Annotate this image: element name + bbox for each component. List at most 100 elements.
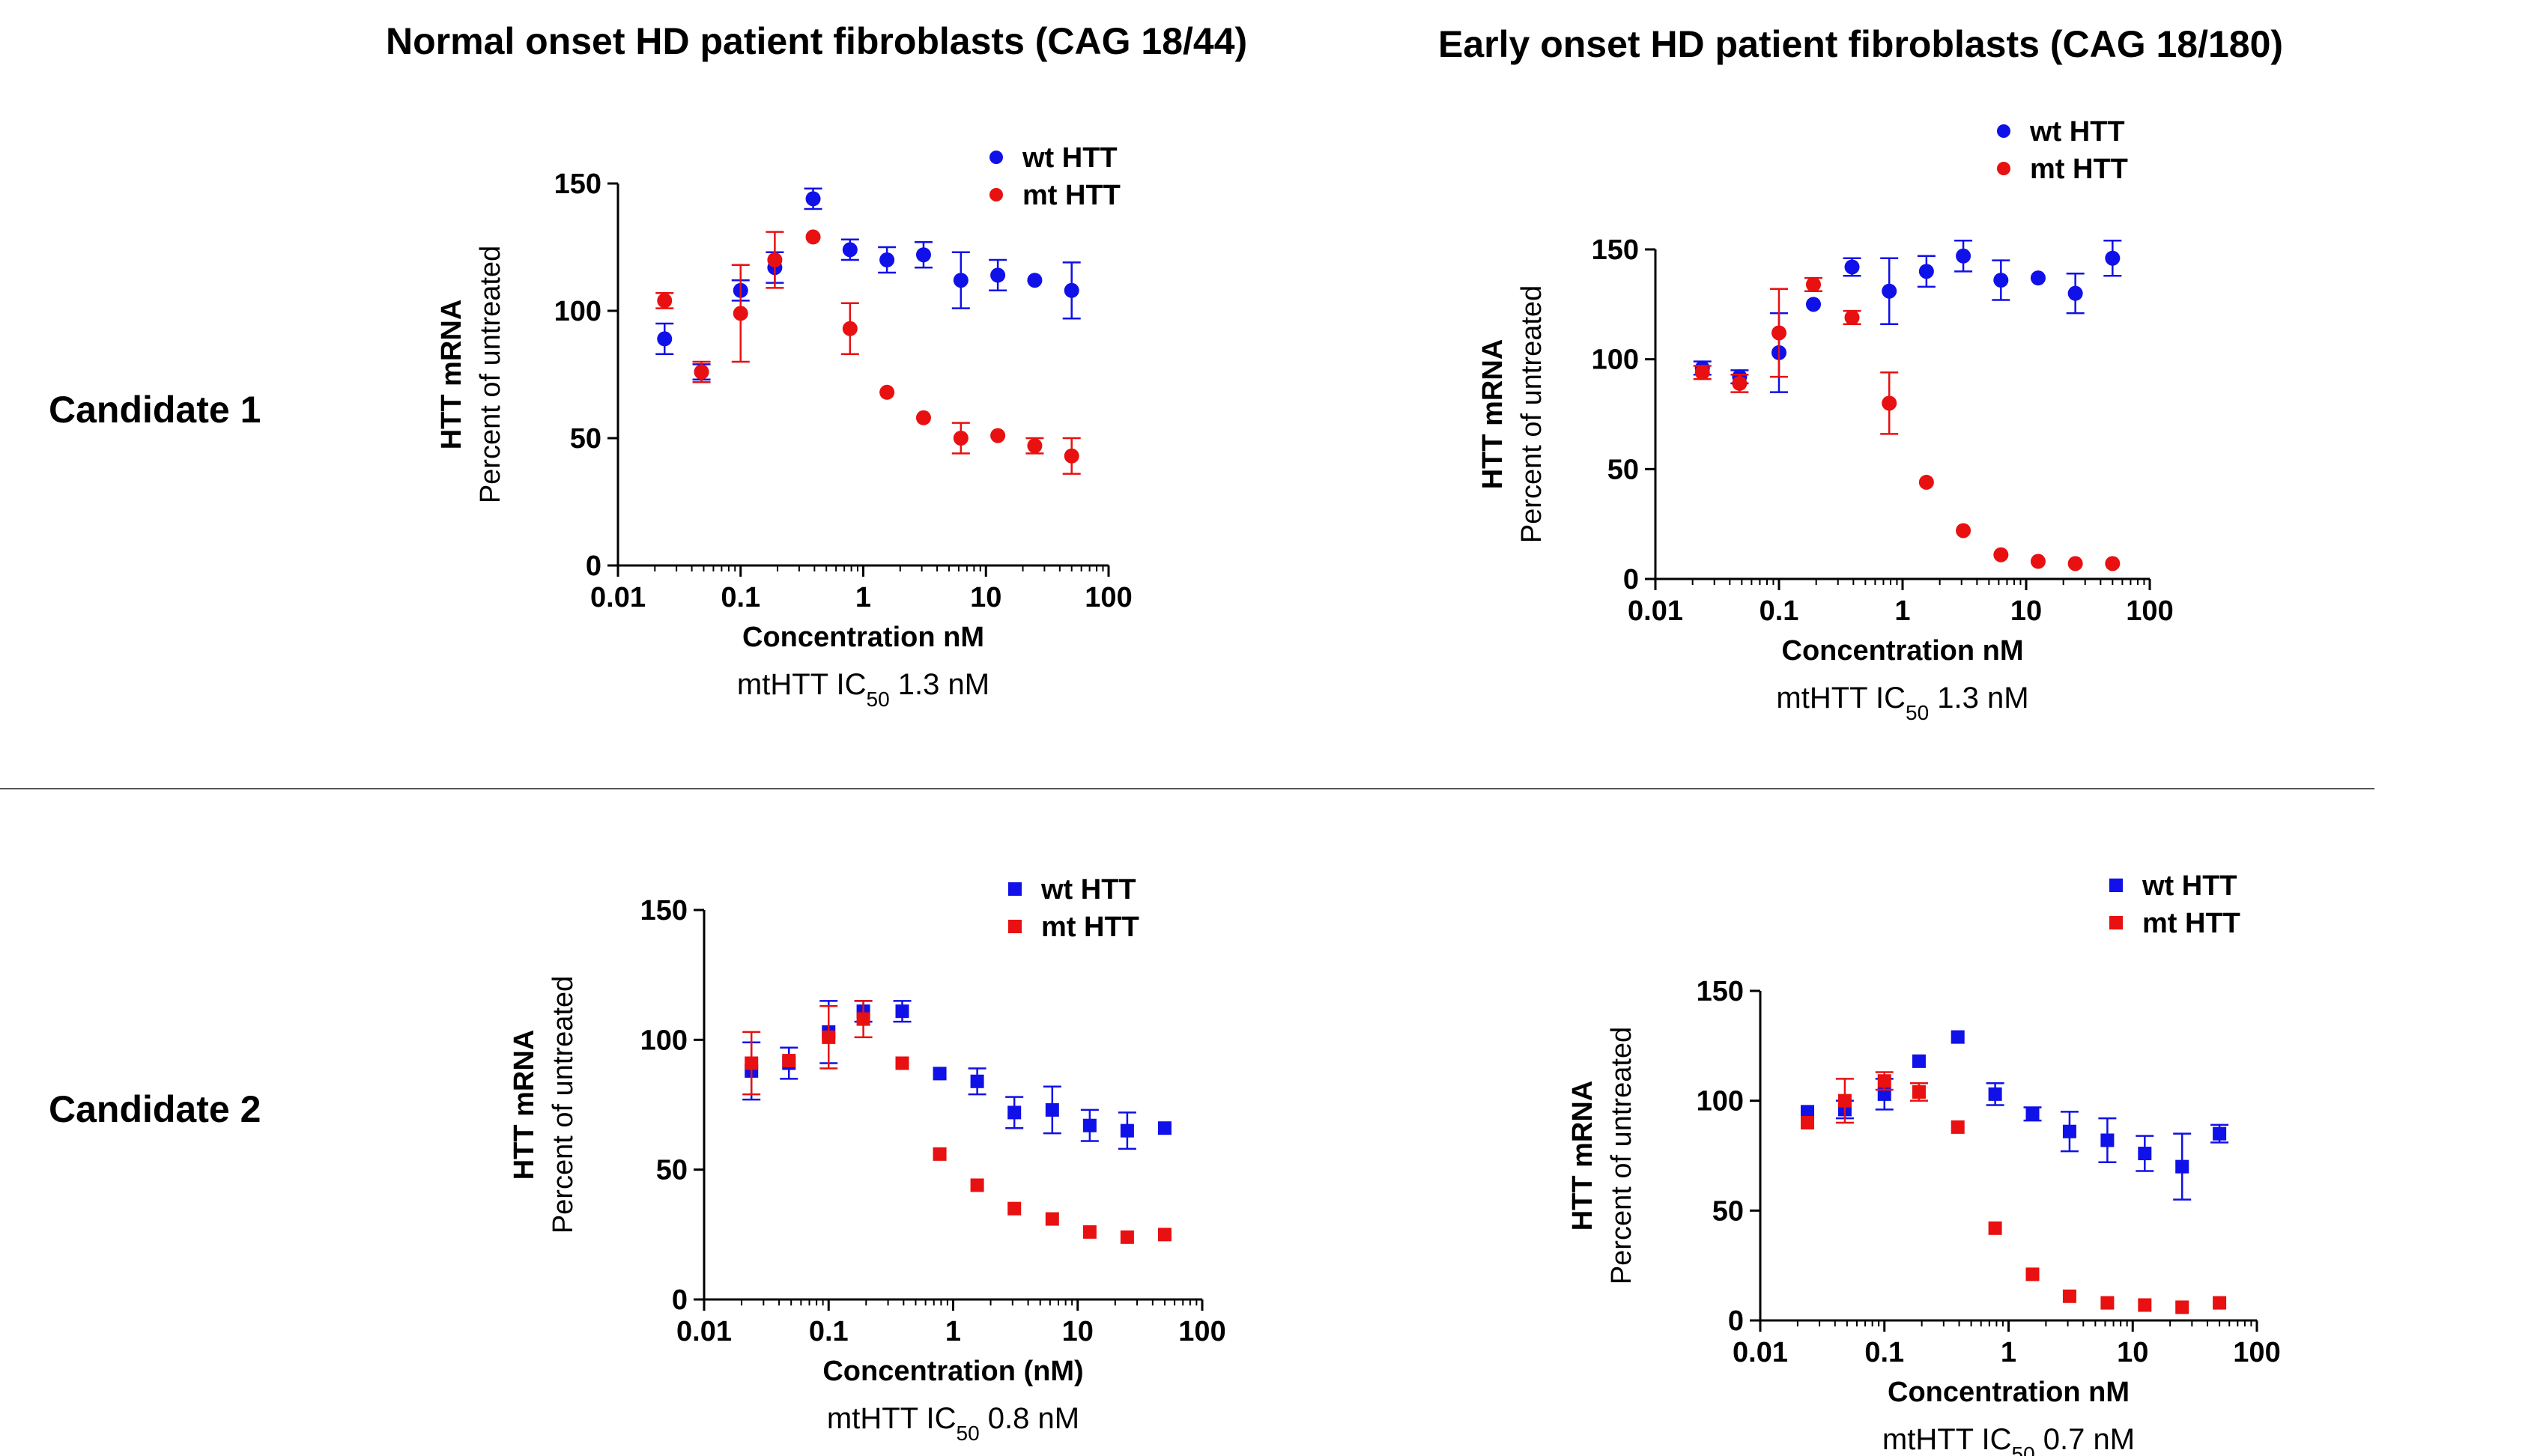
y-axis-title: HTT mRNA [1567,1081,1598,1231]
wt-htt-point [933,1067,947,1081]
wt-htt-point [2067,285,2083,301]
legend-mt-htt-marker [1008,920,1022,933]
wt-htt-point [1120,1123,1134,1138]
x-tick-label: 10 [2117,1337,2148,1368]
x-axis-title: Concentration nM [1782,635,2024,667]
wt-htt-point [1064,282,1079,298]
wt-htt-point [1882,283,1897,299]
mt-htt-point [745,1056,759,1070]
mt-htt-point [2138,1298,2152,1312]
legend-mt-htt-marker [1997,162,2010,175]
wt-htt-point [1027,273,1043,288]
y-axis-subtitle: Percent of untreated [475,246,506,503]
wt-htt-point [805,191,821,207]
y-axis-subtitle: Percent of untreated [1516,285,1548,543]
x-tick-label: 10 [1062,1316,1094,1347]
x-tick-label: 10 [970,582,1001,613]
x-tick-label: 100 [2126,595,2173,627]
legend-mt-htt-label: mt HTT [1022,180,1121,211]
wt-htt-point [1912,1054,1926,1068]
mt-htt-point [1045,1212,1059,1226]
wt-htt-point [2213,1126,2227,1141]
mt-htt-point [694,364,709,380]
y-axis-title: HTT mRNA [436,300,467,450]
mt-htt-point [1805,276,1821,292]
mt-htt-point [1027,438,1043,454]
row-divider [0,788,2374,789]
wt-htt-point [1993,273,2009,288]
mt-htt-point [895,1056,909,1070]
wt-htt-point [2062,1124,2076,1138]
wt-htt-point [1045,1102,1059,1117]
wt-htt-point [970,1074,984,1088]
wt-htt-point [1951,1030,1965,1044]
wt-htt-point [2025,1107,2040,1121]
x-tick-label: 0.1 [1864,1337,1904,1368]
y-tick-label: 100 [1697,1086,1744,1117]
wt-htt-point [1988,1087,2002,1101]
mt-htt-point [856,1012,870,1026]
y-tick-label: 50 [1607,454,1639,485]
x-tick-label: 1 [1894,595,1910,627]
x-axis-title: Concentration (nM) [822,1356,1083,1387]
wt-htt-point [895,1004,909,1019]
y-tick-label: 150 [554,169,601,200]
y-tick-label: 0 [672,1284,688,1316]
mt-htt-point [970,1178,984,1192]
legend-wt-htt-marker [1008,882,1022,896]
wt-htt-point [1157,1121,1172,1135]
y-tick-label: 150 [1592,234,1639,266]
x-axis-title: Concentration nM [742,622,984,653]
legend-mt-htt-marker [989,188,1003,201]
wt-htt-point [842,242,858,258]
x-tick-label: 10 [2010,595,2042,627]
legend-wt-htt-marker [2109,879,2123,892]
wt-htt-point [1805,297,1821,312]
mt-htt-point [933,1147,947,1161]
mt-htt-point [2105,556,2121,571]
wt-htt-point [1801,1105,1815,1119]
y-axis-subtitle: Percent of untreated [548,976,579,1234]
legend-wt-htt-marker [1997,124,2010,138]
y-tick-label: 0 [1728,1305,1744,1337]
row-label-candidate-2: Candidate 2 [49,1088,261,1130]
mt-htt-point [1082,1225,1097,1239]
mt-htt-point [822,1030,836,1044]
x-tick-label: 100 [1085,582,1132,613]
mt-htt-point [1064,448,1079,464]
mt-htt-point [2062,1289,2076,1303]
wt-htt-point [879,252,895,267]
column-title-early-onset: Early onset HD patient fibroblasts (CAG … [1438,23,2284,65]
y-tick-label: 150 [1697,976,1744,1007]
x-axis-title: Concentration nM [1888,1377,2130,1408]
x-tick-label: 0.1 [809,1316,849,1347]
mt-htt-point [990,428,1006,443]
wt-htt-point [915,247,931,263]
mt-htt-point [915,410,931,425]
x-tick-label: 100 [1178,1316,1225,1347]
mt-htt-point [2067,556,2083,571]
x-tick-label: 0.01 [1628,595,1683,627]
x-tick-label: 1 [945,1316,961,1347]
x-tick-label: 1 [2001,1337,2016,1368]
mt-htt-point [2100,1296,2115,1310]
wt-htt-point [1082,1118,1097,1132]
wt-htt-point [2138,1147,2152,1161]
y-axis-title: HTT mRNA [1477,339,1509,490]
mt-htt-point [2025,1267,2040,1281]
y-tick-label: 0 [1623,564,1639,595]
mt-htt-point [1877,1074,1891,1088]
legend-wt-htt-label: wt HTT [2142,870,2237,902]
x-tick-label: 100 [2233,1337,2280,1368]
x-tick-label: 0.1 [1760,595,1799,627]
x-tick-label: 1 [855,582,871,613]
legend-mt-htt-label: mt HTT [2142,908,2240,939]
y-tick-label: 100 [640,1025,688,1056]
mt-htt-point [657,293,673,309]
mt-htt-point [953,431,969,446]
wt-htt-point [657,331,673,347]
mt-htt-point [1988,1221,2002,1235]
y-axis-title: HTT mRNA [509,1030,540,1180]
mt-htt-point [782,1054,796,1068]
